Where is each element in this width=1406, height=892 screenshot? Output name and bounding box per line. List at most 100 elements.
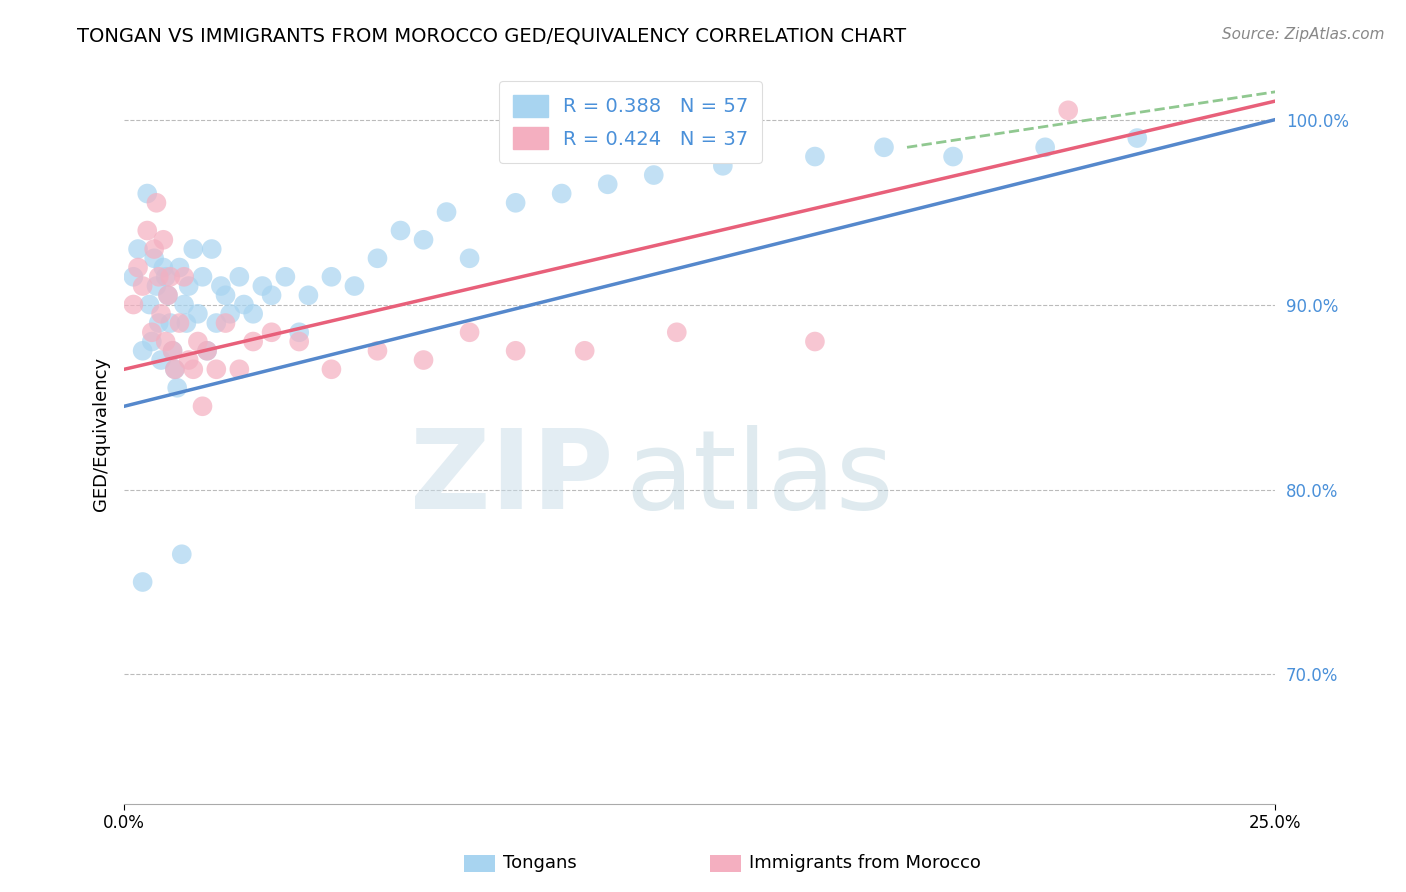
Point <box>162 343 184 358</box>
Text: Tongans: Tongans <box>503 855 576 872</box>
Point <box>214 316 236 330</box>
Point <box>152 233 174 247</box>
Point <box>505 343 527 358</box>
Point <box>209 279 232 293</box>
Point <box>191 399 214 413</box>
Point <box>122 297 145 311</box>
Point <box>1057 103 1080 118</box>
Text: Immigrants from Morocco: Immigrants from Morocco <box>749 855 981 872</box>
Point <box>138 297 160 311</box>
Point <box>191 269 214 284</box>
Text: atlas: atlas <box>626 425 893 532</box>
Point <box>274 269 297 284</box>
Y-axis label: GED/Equivalency: GED/Equivalency <box>93 357 110 511</box>
Point <box>148 269 170 284</box>
Point <box>169 260 191 275</box>
Point <box>136 186 159 201</box>
Point <box>173 297 195 311</box>
Point <box>343 279 366 293</box>
Point <box>804 334 827 349</box>
Point <box>145 195 167 210</box>
Point <box>159 269 181 284</box>
Point <box>141 334 163 349</box>
Point <box>131 279 153 293</box>
Point <box>141 326 163 340</box>
Point <box>187 307 209 321</box>
Point <box>170 547 193 561</box>
Point <box>942 150 965 164</box>
Point <box>228 269 250 284</box>
Point <box>187 334 209 349</box>
Point <box>163 362 186 376</box>
Point <box>131 343 153 358</box>
Point <box>366 343 388 358</box>
Text: TONGAN VS IMMIGRANTS FROM MOROCCO GED/EQUIVALENCY CORRELATION CHART: TONGAN VS IMMIGRANTS FROM MOROCCO GED/EQ… <box>77 27 907 45</box>
Point <box>163 362 186 376</box>
Point <box>321 269 343 284</box>
Point <box>436 205 458 219</box>
Point <box>143 242 166 256</box>
Point <box>131 574 153 589</box>
Point <box>711 159 734 173</box>
Point <box>150 353 173 368</box>
Point <box>412 353 434 368</box>
Text: Source: ZipAtlas.com: Source: ZipAtlas.com <box>1222 27 1385 42</box>
Point <box>156 288 179 302</box>
Point <box>214 288 236 302</box>
Point <box>155 269 177 284</box>
Point <box>228 362 250 376</box>
Legend: R = 0.388   N = 57, R = 0.424   N = 37: R = 0.388 N = 57, R = 0.424 N = 37 <box>499 81 762 163</box>
Point <box>233 297 256 311</box>
Point <box>205 316 228 330</box>
Point <box>873 140 896 154</box>
Point <box>458 326 481 340</box>
Point <box>173 269 195 284</box>
Point <box>156 288 179 302</box>
Point <box>242 334 264 349</box>
Point <box>145 279 167 293</box>
Point <box>143 252 166 266</box>
Point <box>136 223 159 237</box>
Point <box>201 242 224 256</box>
Point <box>1033 140 1056 154</box>
Point <box>804 150 827 164</box>
Point <box>166 381 188 395</box>
Point <box>288 326 311 340</box>
Point <box>176 316 198 330</box>
Point <box>177 279 200 293</box>
Point <box>574 343 596 358</box>
Point <box>665 326 688 340</box>
Point <box>242 307 264 321</box>
Point <box>152 260 174 275</box>
Point <box>596 178 619 192</box>
Point <box>366 252 388 266</box>
Point <box>195 343 218 358</box>
Point <box>297 288 319 302</box>
Point <box>181 242 204 256</box>
Point <box>252 279 274 293</box>
Point <box>389 223 412 237</box>
Point <box>127 242 149 256</box>
Point <box>162 343 184 358</box>
Point <box>260 326 283 340</box>
Point <box>181 362 204 376</box>
Point <box>205 362 228 376</box>
Point <box>150 307 173 321</box>
Point <box>321 362 343 376</box>
Point <box>505 195 527 210</box>
Point <box>148 316 170 330</box>
Point <box>550 186 572 201</box>
Point <box>159 316 181 330</box>
Point <box>177 353 200 368</box>
Point <box>195 343 218 358</box>
Point <box>412 233 434 247</box>
Point <box>122 269 145 284</box>
Point <box>155 334 177 349</box>
Point <box>127 260 149 275</box>
Point <box>169 316 191 330</box>
Point <box>288 334 311 349</box>
Point <box>219 307 242 321</box>
Point <box>643 168 665 182</box>
Point <box>458 252 481 266</box>
Text: ZIP: ZIP <box>411 425 613 532</box>
